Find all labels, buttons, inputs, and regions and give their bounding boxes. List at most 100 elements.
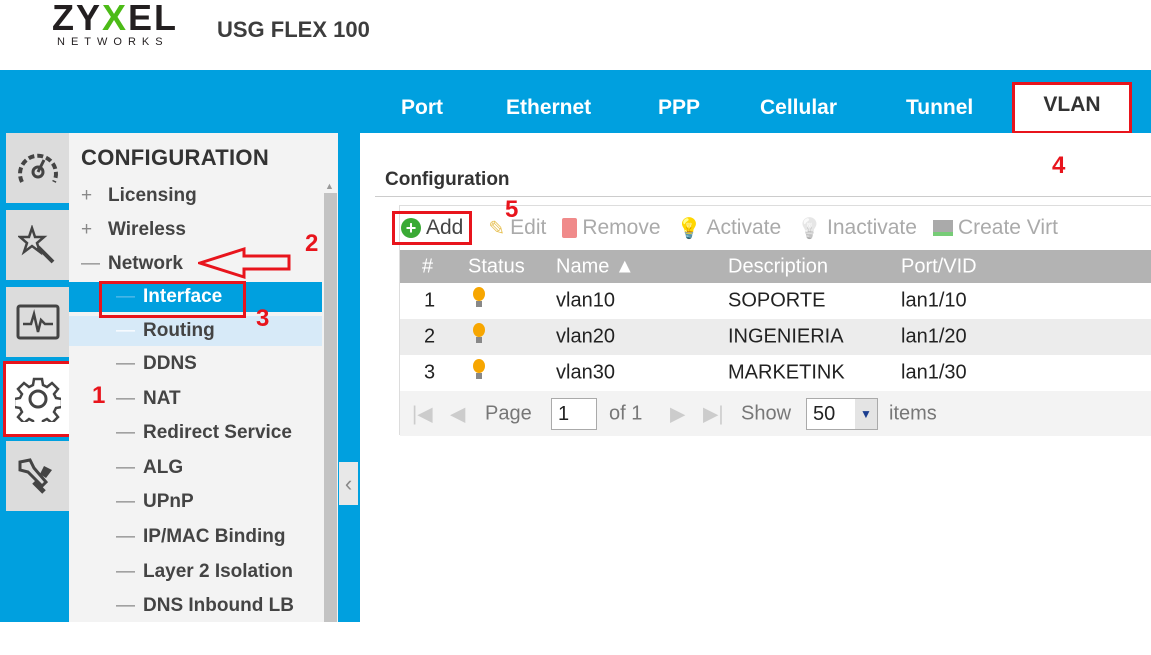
add-button[interactable]: + Add — [392, 211, 473, 245]
nav-item[interactable]: — DDNS — [69, 349, 322, 379]
remove-button[interactable]: Remove — [562, 216, 661, 240]
prev-page-icon[interactable]: ◀ — [450, 403, 466, 425]
col-status[interactable]: Status — [468, 255, 525, 277]
scroll-up-arrow[interactable]: ▲ — [325, 181, 334, 191]
nav-item[interactable]: — Interface — [69, 282, 322, 312]
row-name: vlan10 — [556, 289, 615, 312]
nav-prefix: — — [116, 286, 135, 307]
row-number: 2 — [424, 325, 436, 348]
tab-ppp[interactable]: PPP — [658, 96, 701, 119]
section-title: Configuration — [385, 169, 510, 190]
annotation-1: 1 — [92, 382, 106, 409]
row-number: 1 — [424, 289, 436, 312]
nav-item-label: DNS Inbound LB — [143, 595, 294, 616]
nav-item-label: Redirect Service — [143, 422, 292, 443]
bulb-off-icon: 💡 — [797, 217, 823, 240]
quick-setup-wand-icon — [17, 225, 54, 264]
nav-item[interactable]: — NAT — [69, 384, 322, 414]
nav-item[interactable]: — UPnP — [69, 487, 322, 517]
main-content: Configuration + Add ✎ Edit Remove 💡 Activat… — [360, 133, 1151, 622]
last-page-icon[interactable]: ▶| — [703, 403, 724, 425]
annotation-3: 3 — [256, 305, 270, 332]
nav-item[interactable]: + Licensing — [69, 181, 322, 211]
vlan-table-panel: + Add ✎ Edit Remove 💡 Activate 💡 Inactivate … — [392, 205, 1151, 436]
row-description: SOPORTE — [728, 289, 826, 312]
monitor-pulse-icon — [16, 304, 59, 340]
page-of-label: of 1 — [609, 402, 643, 424]
configuration-gear-icon — [14, 377, 61, 422]
col-port-vid[interactable]: Port/VID — [901, 255, 977, 277]
dashboard-button[interactable] — [6, 133, 69, 203]
nav-scrollbar[interactable] — [324, 193, 337, 622]
items-label: items — [889, 402, 937, 424]
chevron-down-icon: ▼ — [855, 399, 877, 429]
col-number[interactable]: # — [422, 255, 434, 277]
nav-item[interactable]: — Routing — [69, 316, 322, 346]
annotation-2: 2 — [305, 230, 319, 257]
tab-ethernet[interactable]: Ethernet — [506, 96, 592, 119]
row-description: INGENIERIA — [728, 325, 844, 348]
nav-item[interactable]: — Layer 2 Isolation — [69, 557, 322, 587]
tab-cellular[interactable]: Cellular — [760, 96, 838, 119]
col-name[interactable]: Name ▲ — [556, 255, 635, 277]
status-bulb-icon — [472, 359, 486, 387]
nav-item-label: ALG — [143, 457, 184, 478]
nav-prefix: — — [116, 353, 135, 374]
nav-prefix: — — [116, 491, 135, 512]
configuration-button[interactable] — [3, 361, 72, 437]
show-label: Show — [741, 402, 792, 424]
nav-prefix: + — [81, 219, 93, 240]
nav-item-label: Wireless — [108, 219, 186, 240]
table-row[interactable]: 1 vlan10 SOPORTE lan1/10 — [400, 283, 1151, 319]
status-bulb-icon — [472, 287, 486, 315]
row-port-vid: lan1/30 — [901, 361, 967, 384]
trash-icon — [562, 218, 578, 238]
nav-prefix: + — [81, 185, 93, 206]
device-model: USG FLEX 100 — [217, 17, 370, 42]
nav-item[interactable]: — Redirect Service — [69, 418, 322, 448]
activate-label: Activate — [706, 216, 782, 239]
pagination: |◀ ◀ Page 1 of 1 ▶ ▶| Show 50 ▼ items — [400, 391, 1151, 436]
edit-button[interactable]: ✎ Edit — [488, 216, 546, 241]
items-per-page-select[interactable]: 50 ▼ — [806, 398, 878, 430]
nav-item[interactable]: — IP/MAC Binding — [69, 522, 322, 552]
tab-port[interactable]: Port — [401, 96, 443, 119]
row-port-vid: lan1/10 — [901, 289, 967, 312]
col-description[interactable]: Description — [728, 255, 829, 277]
annotation-4: 4 — [1052, 152, 1066, 179]
row-port-vid: lan1/20 — [901, 325, 967, 348]
collapse-sidebar-button[interactable]: ‹ — [339, 462, 358, 505]
first-page-icon[interactable]: |◀ — [412, 403, 433, 425]
nav-prefix: — — [81, 253, 100, 274]
nav-prefix: — — [116, 595, 135, 616]
maintenance-button[interactable] — [6, 441, 69, 511]
nav-item-label: IP/MAC Binding — [143, 526, 286, 547]
page-input[interactable]: 1 — [551, 398, 597, 430]
table-row[interactable]: 3 vlan30 MARKETINK lan1/30 — [400, 355, 1151, 391]
bulb-on-icon: 💡 — [676, 217, 702, 240]
quick-setup-button[interactable] — [6, 210, 69, 280]
zyxel-logo: ZYXEL NETWORKS — [52, 0, 179, 48]
next-page-icon[interactable]: ▶ — [670, 403, 686, 425]
create-virtual-button[interactable]: Create Virt — [932, 216, 1058, 240]
nav-item-label: DDNS — [143, 353, 197, 374]
tab-vlan[interactable]: VLAN — [1012, 82, 1132, 134]
nav-prefix: — — [116, 561, 135, 582]
nav-item-label: Layer 2 Isolation — [143, 561, 293, 582]
nav-item[interactable]: — Network — [69, 249, 322, 279]
table-row[interactable]: 2 vlan20 INGENIERIA lan1/20 — [400, 319, 1151, 355]
add-label: Add — [426, 216, 464, 239]
nav-item-label: Network — [108, 253, 183, 274]
tab-tunnel[interactable]: Tunnel — [906, 96, 974, 119]
dashboard-gauge-icon — [17, 153, 58, 183]
row-name: vlan30 — [556, 361, 615, 384]
nav-item[interactable]: — DNS Inbound LB — [69, 591, 322, 621]
inactivate-button[interactable]: 💡 Inactivate — [797, 216, 917, 241]
add-plus-icon: + — [401, 218, 421, 238]
nav-item[interactable]: — ALG — [69, 453, 322, 483]
nav-item[interactable]: + Wireless — [69, 215, 322, 245]
monitor-button[interactable] — [6, 287, 69, 357]
activate-button[interactable]: 💡 Activate — [677, 216, 782, 241]
annotation-5: 5 — [505, 196, 519, 223]
nav-item-label: Routing — [143, 320, 215, 341]
